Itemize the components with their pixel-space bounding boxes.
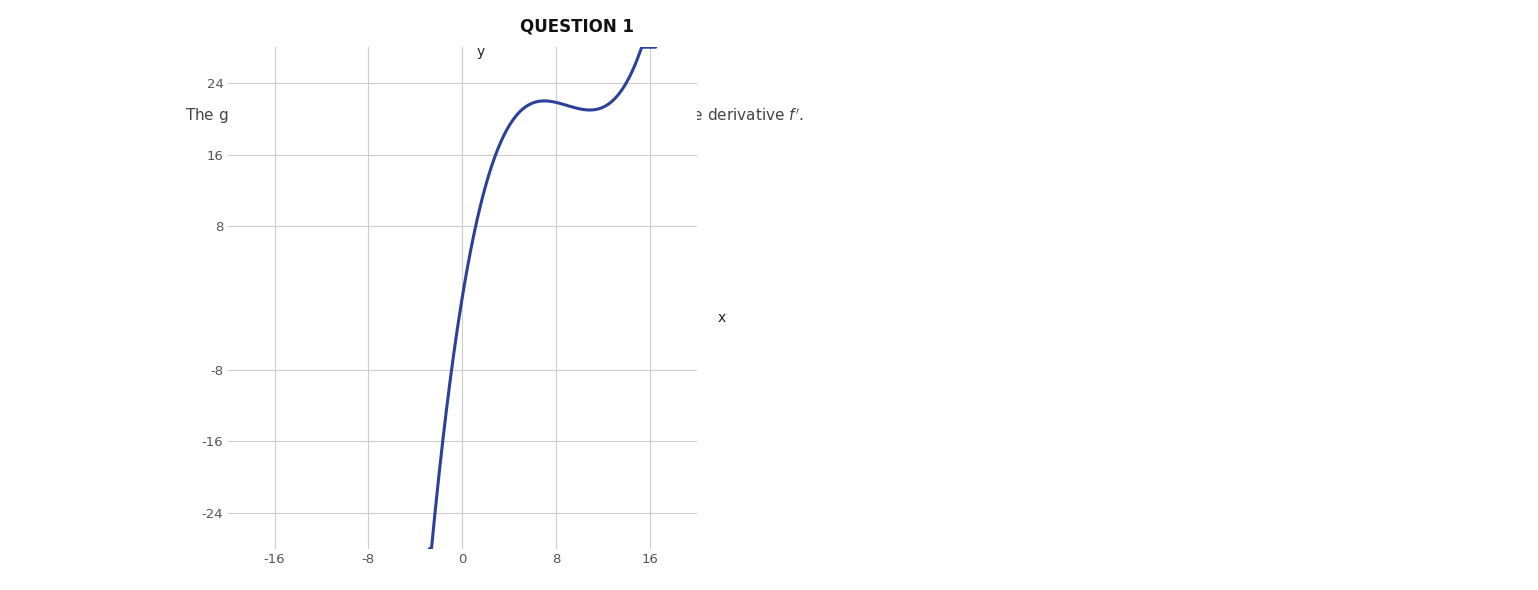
Text: The graph of a function $f$ is is shown below. Sketch the graph of the derivativ: The graph of a function $f$ is is shown … xyxy=(185,106,804,126)
Text: QUESTION 1: QUESTION 1 xyxy=(520,18,634,36)
Text: x: x xyxy=(718,312,726,325)
Text: y: y xyxy=(477,45,484,60)
